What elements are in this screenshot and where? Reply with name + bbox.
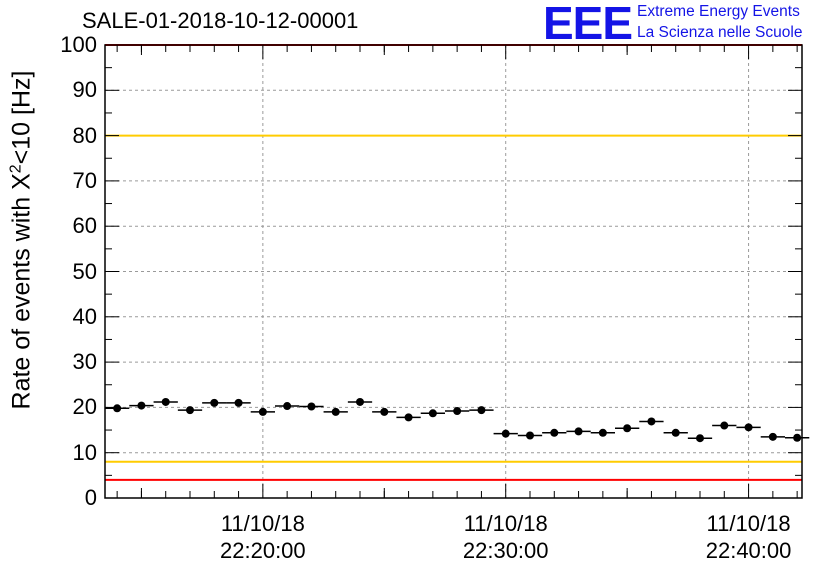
y-tick-label: 70 [72,167,97,193]
data-point-group [323,407,348,416]
data-point-group [275,402,300,411]
data-point [234,398,243,407]
data-point [404,413,413,422]
data-point [113,404,122,413]
data-point [380,407,389,416]
data-point-group [372,407,397,416]
data-point [356,397,364,406]
data-point-group [590,428,615,437]
data-point-group [663,428,688,437]
axis-ticks [105,44,802,499]
data-point-group [299,402,324,411]
data-point-group [493,429,518,438]
data-point-group [639,417,664,426]
data-point-group [105,404,130,413]
data-point [428,409,437,418]
data-point [696,434,704,443]
data-point-group [420,409,445,418]
data-point-group [542,428,567,437]
x-tick-label-time: 22:40:00 [705,538,792,563]
data-point-group [226,398,251,407]
y-tick-label: 10 [72,439,97,465]
grid-layer [105,45,802,498]
x-tick-label-date: 11/10/18 [220,511,305,536]
data-point [501,429,510,438]
eee-logo: EEE [543,0,633,49]
data-point-group [760,432,785,441]
data-point-group [687,434,713,443]
data-point-group [177,406,203,415]
data-point [550,428,559,437]
logo-text-line1: Extreme Energy Events [637,3,800,20]
x-tick-label: 11/10/18 22:20:00 [193,510,333,564]
data-point-group [469,406,494,415]
data-point [210,398,219,407]
data-point [744,423,753,432]
chart-title: SALE-01-2018-10-12-00001 [82,8,359,33]
data-point-group [712,421,737,430]
y-tick-label: 80 [72,122,97,148]
data-point [623,424,632,433]
data-point [283,402,292,411]
x-tick-label: 11/10/18 22:30:00 [436,510,576,564]
data-point-group [347,397,373,406]
data-point-group [615,424,640,433]
y-tick-label: 0 [84,485,97,510]
y-tick-label: 30 [72,349,97,375]
data-point-group [250,407,275,416]
data-point [137,401,146,410]
data-point-group [517,431,543,440]
data-point-group [736,423,761,432]
y-tick-label: 20 [72,394,97,420]
y-tick-label: 60 [72,213,97,239]
data-point [671,428,680,437]
data-point-group [396,413,421,422]
x-tick-label-date: 11/10/18 [706,511,791,536]
data-point-group [566,427,591,436]
data-point [186,406,194,415]
data-point [793,433,802,442]
reference-lines [105,44,802,481]
data-point-group [129,401,154,410]
data-point [598,428,607,437]
data-point [720,421,729,430]
y-tick-label: 90 [72,77,97,103]
data-point [526,431,534,440]
data-point-group [445,407,470,416]
y-axis-label: Rate of events with X2<10 [Hz] [7,71,36,410]
y-axis-label-superscript: 2 [7,164,25,174]
x-tick-label: 11/10/18 22:40:00 [679,510,819,564]
data-points [105,397,810,443]
data-point-group [202,398,227,407]
data-point [258,407,267,416]
y-tick-label: 40 [72,303,97,329]
data-point [574,427,583,436]
data-point [453,407,462,416]
x-tick-label-time: 22:30:00 [462,538,549,563]
y-axis-label-prefix: Rate of events with X [7,173,36,410]
data-point [331,407,340,416]
data-point-group [153,397,178,406]
data-point [307,402,316,411]
x-tick-label-time: 22:20:00 [220,538,306,563]
logo-text-line2: La Scienza nelle Scuole [637,24,803,41]
data-point [768,432,777,441]
y-tick-label: 100 [60,32,97,57]
data-point [477,406,486,415]
data-point-group [785,433,810,442]
y-axis-label-suffix: <10 [Hz] [7,70,36,165]
y-tick-label: 50 [72,258,97,284]
data-point [161,397,170,406]
data-point [647,417,656,426]
x-tick-label-date: 11/10/18 [463,511,548,536]
